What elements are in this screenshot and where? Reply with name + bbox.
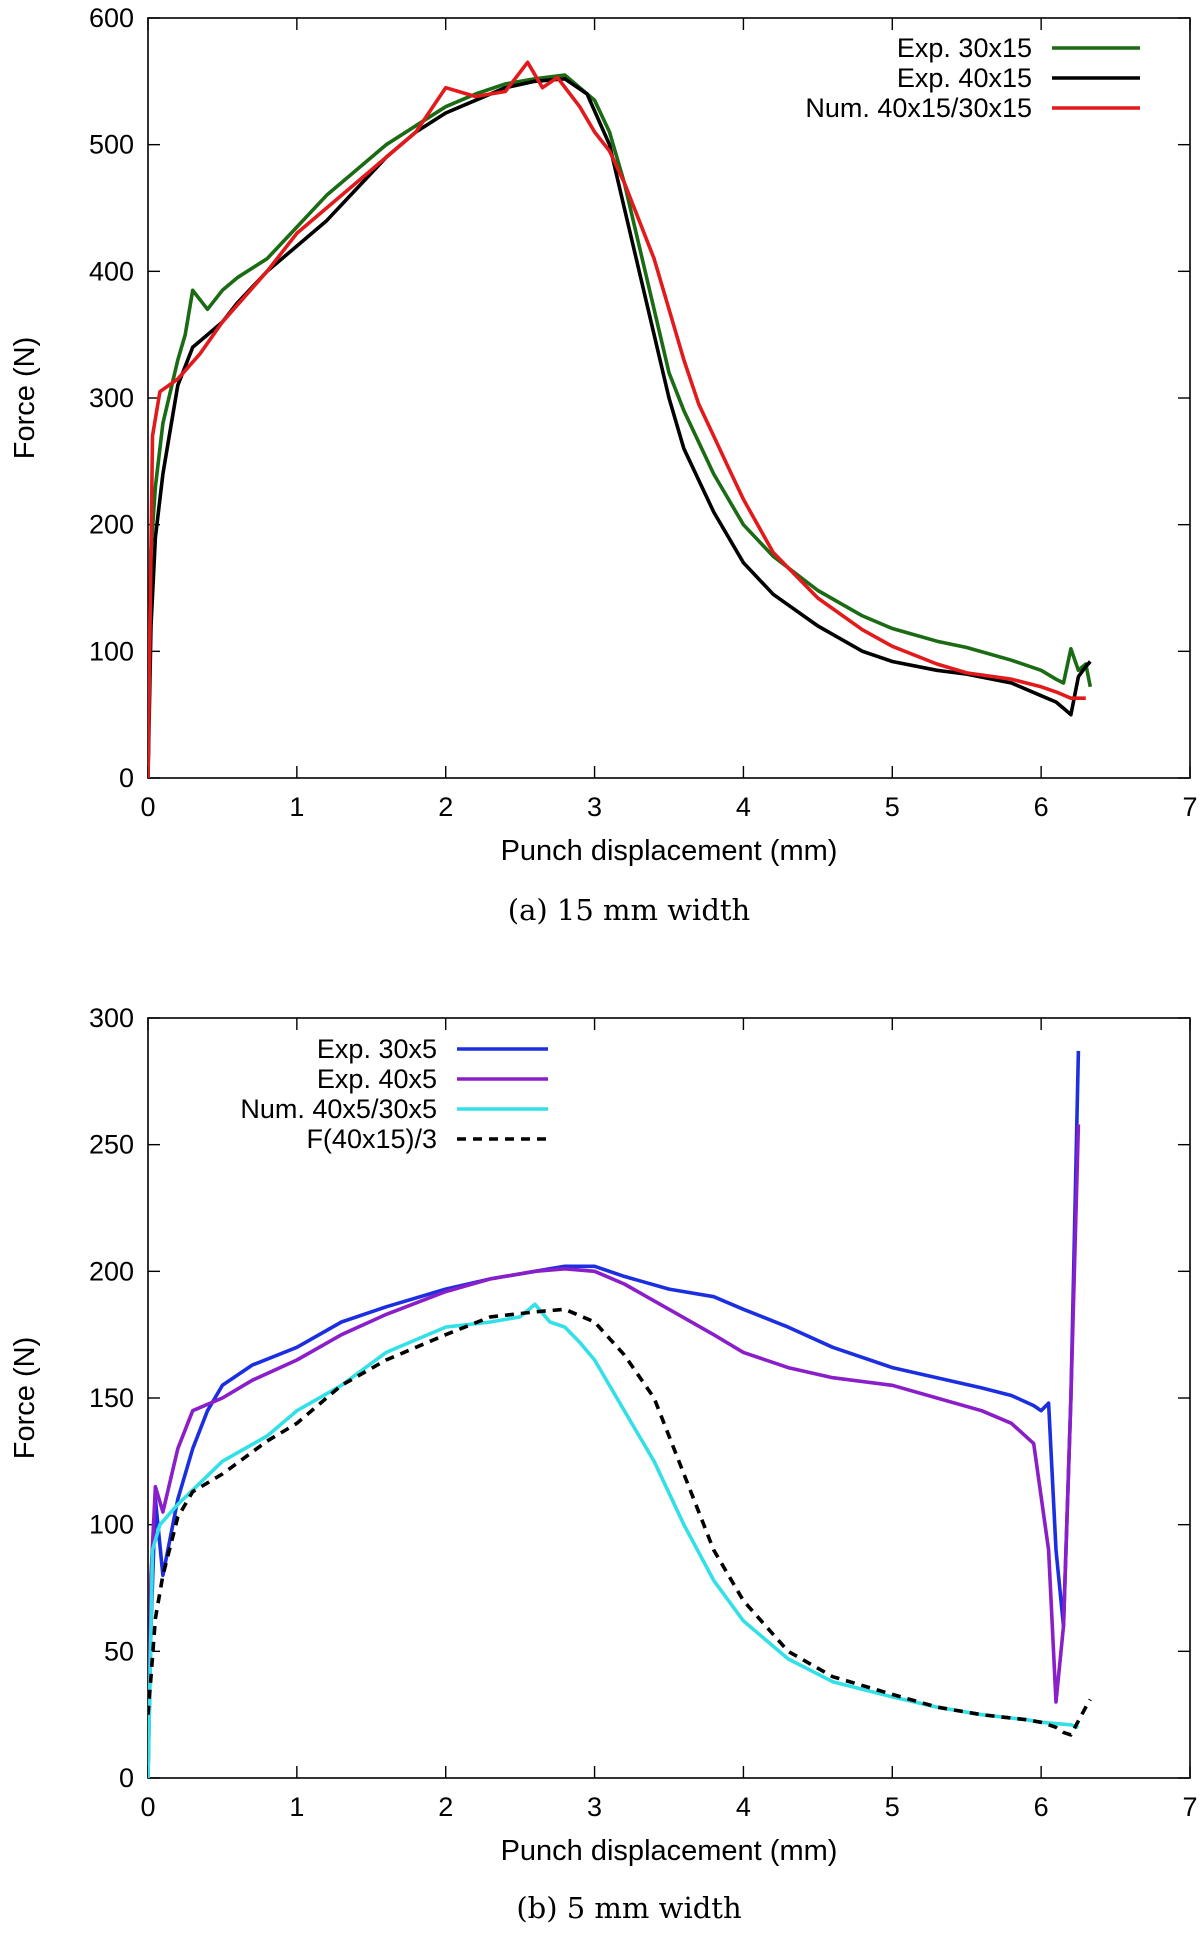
y-tick-label: 400 bbox=[89, 256, 134, 286]
x-tick-label: 0 bbox=[140, 792, 155, 822]
y-axis-label: Force (N) bbox=[9, 337, 41, 459]
chart-b: 0 1 2 3 4 5 6 7 0 50 100 150 200 250 300 Punch displace… bbox=[9, 1003, 1198, 1925]
y-tick-label: 0 bbox=[119, 1763, 134, 1793]
legend-label: Exp. 30x15 bbox=[897, 33, 1032, 63]
x-tick-label: 6 bbox=[1034, 1792, 1049, 1822]
chart-a: 0 1 2 3 4 5 6 7 0 100 200 300 400 500 600 Punch displac… bbox=[9, 3, 1198, 927]
x-tick-label: 5 bbox=[885, 792, 900, 822]
series-line-exp-40x15 bbox=[148, 77, 1092, 778]
y-tick-label: 500 bbox=[89, 130, 134, 160]
legend-label: Num. 40x15/30x15 bbox=[805, 93, 1032, 123]
y-tick-label: 600 bbox=[89, 3, 134, 33]
x-tick-label: 7 bbox=[1182, 792, 1197, 822]
x-tick-label: 6 bbox=[1034, 792, 1049, 822]
figure-caption: (a) 15 mm width bbox=[508, 893, 750, 927]
x-tick-label: 2 bbox=[438, 1792, 453, 1822]
legend-label: F(40x15)/3 bbox=[306, 1124, 437, 1154]
y-tick-label: 100 bbox=[89, 1510, 134, 1540]
y-tick-label: 0 bbox=[119, 763, 134, 793]
legend-label: Exp. 40x15 bbox=[897, 63, 1032, 93]
figure-caption: (b) 5 mm width bbox=[516, 1891, 741, 1925]
x-tick-label: 2 bbox=[438, 792, 453, 822]
y-tick-label: 300 bbox=[89, 1003, 134, 1033]
x-axis-label: Punch displacement (mm) bbox=[501, 1835, 838, 1867]
legend-label: Exp. 30x5 bbox=[317, 1034, 437, 1064]
x-tick-label: 5 bbox=[885, 1792, 900, 1822]
legend-label: Num. 40x5/30x5 bbox=[240, 1094, 437, 1124]
y-tick-label: 100 bbox=[89, 636, 134, 666]
series-line-exp-30x15 bbox=[148, 73, 1093, 778]
x-tick-label: 4 bbox=[736, 792, 751, 822]
plot-frame bbox=[147, 1017, 1191, 1779]
x-tick-label: 3 bbox=[587, 1792, 602, 1822]
series-line-num-40x5-30x5 bbox=[148, 1302, 1079, 1778]
series-line-exp-30x5 bbox=[148, 1050, 1081, 1778]
series-line-exp-40x5 bbox=[148, 1124, 1081, 1778]
x-tick-label: 3 bbox=[587, 792, 602, 822]
x-tick-label: 1 bbox=[289, 1792, 304, 1822]
y-tick-label: 300 bbox=[89, 383, 134, 413]
y-tick-label: 250 bbox=[89, 1130, 134, 1160]
legend-label: Exp. 40x5 bbox=[317, 1064, 437, 1094]
series-line-f-40x15-3 bbox=[148, 1307, 1092, 1737]
y-tick-label: 150 bbox=[89, 1383, 134, 1413]
y-tick-label: 200 bbox=[89, 1256, 134, 1286]
x-axis-label: Punch displacement (mm) bbox=[501, 835, 838, 867]
y-axis-label: Force (N) bbox=[9, 1337, 41, 1459]
x-tick-label: 1 bbox=[289, 792, 304, 822]
x-tick-label: 4 bbox=[736, 1792, 751, 1822]
x-tick-label: 7 bbox=[1182, 1792, 1197, 1822]
x-tick-label: 0 bbox=[140, 1792, 155, 1822]
y-tick-label: 50 bbox=[104, 1636, 134, 1666]
y-tick-label: 200 bbox=[89, 510, 134, 540]
series-line-num-40x15-30x15 bbox=[148, 60, 1086, 778]
